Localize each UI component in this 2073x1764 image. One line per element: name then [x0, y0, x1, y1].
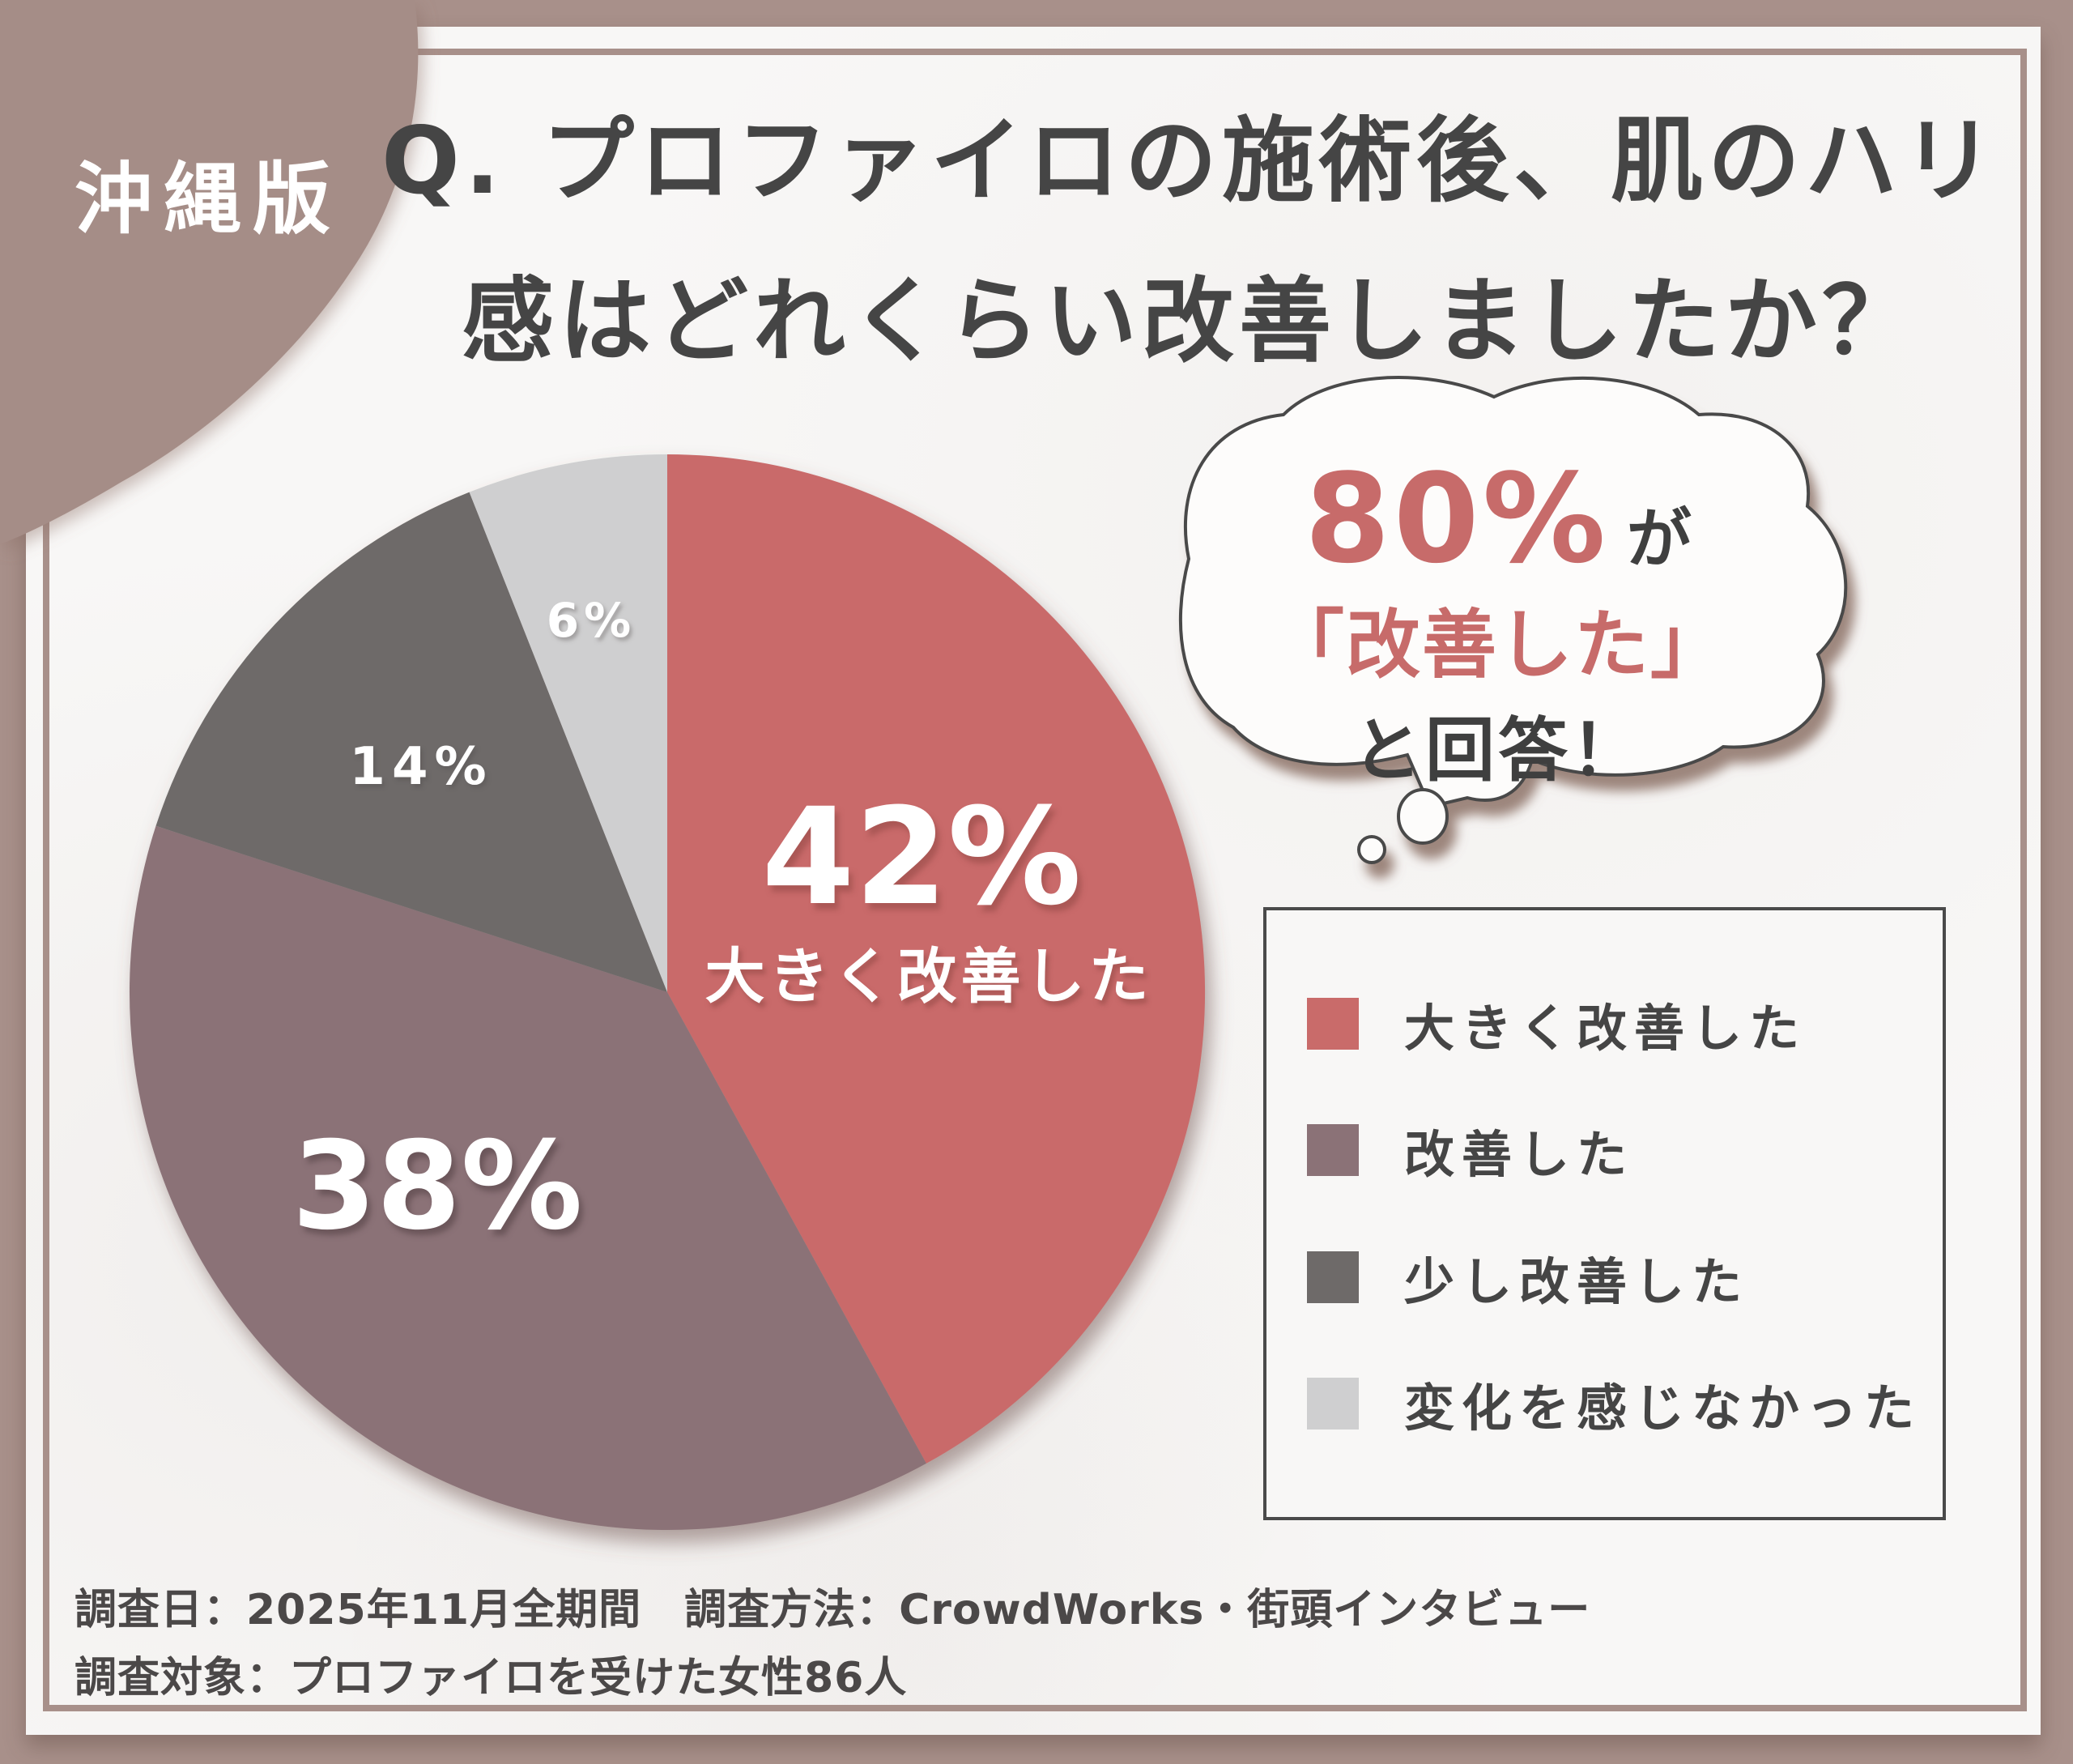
bubble-quote: 「改善した」: [1269, 602, 1726, 688]
pie-label-42: 42%: [761, 779, 1082, 935]
thought-bubble: [1178, 376, 1848, 864]
legend-swatch-big-improve: [1307, 997, 1359, 1050]
survey-footnote-line2: 調査対象：プロファイロを受けた女性86人: [74, 1654, 908, 1702]
survey-footnote: 調査日：2025年11月全期間 調査方法：CrowdWorks・街頭インタビュー…: [74, 1576, 1590, 1712]
legend-swatch-improve: [1307, 1124, 1359, 1177]
legend-label: 変化を感じなかった: [1404, 1378, 1922, 1438]
thought-bubble-tail-small-circle: [1357, 835, 1386, 864]
pie-slice-slight-improve: [155, 492, 667, 992]
edition-badge: 沖縄版: [74, 154, 342, 245]
legend-label: 少し改善した: [1404, 1251, 1750, 1311]
legend-item-no-change: 変化を感じなかった: [1307, 1367, 1943, 1440]
pie-chart: [129, 454, 1206, 1531]
chart-legend: 大きく改善した 改善した 少し改善した 変化を感じなかった: [1263, 907, 1946, 1520]
pie-slice-no-change: [469, 454, 667, 992]
corner-blob: [0, 0, 419, 544]
pie-label-6: 6%: [546, 593, 636, 648]
pie-label-14: 14%: [349, 737, 493, 797]
page-title: Q. プロファイロの施術後、肌のハリ 感はどれくらい改善しましたか？: [340, 81, 2041, 402]
bubble-stat: 80%: [1305, 447, 1609, 590]
pie-label-42-caption: 大きく改善した: [704, 942, 1153, 1012]
page-title-line1: Q. プロファイロの施術後、肌のハリ: [381, 107, 1999, 215]
page-title-line2: 感はどれくらい改善しましたか？: [461, 267, 1919, 375]
legend-swatch-slight-improve: [1307, 1251, 1359, 1303]
thought-bubble-tail-large-circle: [1397, 788, 1449, 845]
bubble-stat-row: 80% が: [1186, 447, 1810, 590]
bubble-stat-suffix: が: [1626, 501, 1692, 577]
bubble-answer: と回答！: [1352, 710, 1644, 791]
inner-frame-border: [43, 49, 2027, 1711]
legend-label: 大きく改善した: [1404, 998, 1807, 1058]
legend-item-slight-improve: 少し改善した: [1307, 1241, 1943, 1314]
survey-footnote-line1: 調査日：2025年11月全期間 調査方法：CrowdWorks・街頭インタビュー: [74, 1586, 1591, 1634]
pie-slice-big-improve: [667, 454, 1206, 1464]
legend-item-big-improve: 大きく改善した: [1307, 987, 1943, 1060]
thought-bubble-cloud: [1178, 376, 1848, 809]
pie-label-38: 38%: [292, 1116, 583, 1257]
legend-label: 改善した: [1404, 1125, 1635, 1185]
legend-item-improve: 改善した: [1307, 1114, 1943, 1187]
legend-swatch-no-change: [1307, 1378, 1359, 1430]
pie-slice-improve: [129, 825, 926, 1531]
